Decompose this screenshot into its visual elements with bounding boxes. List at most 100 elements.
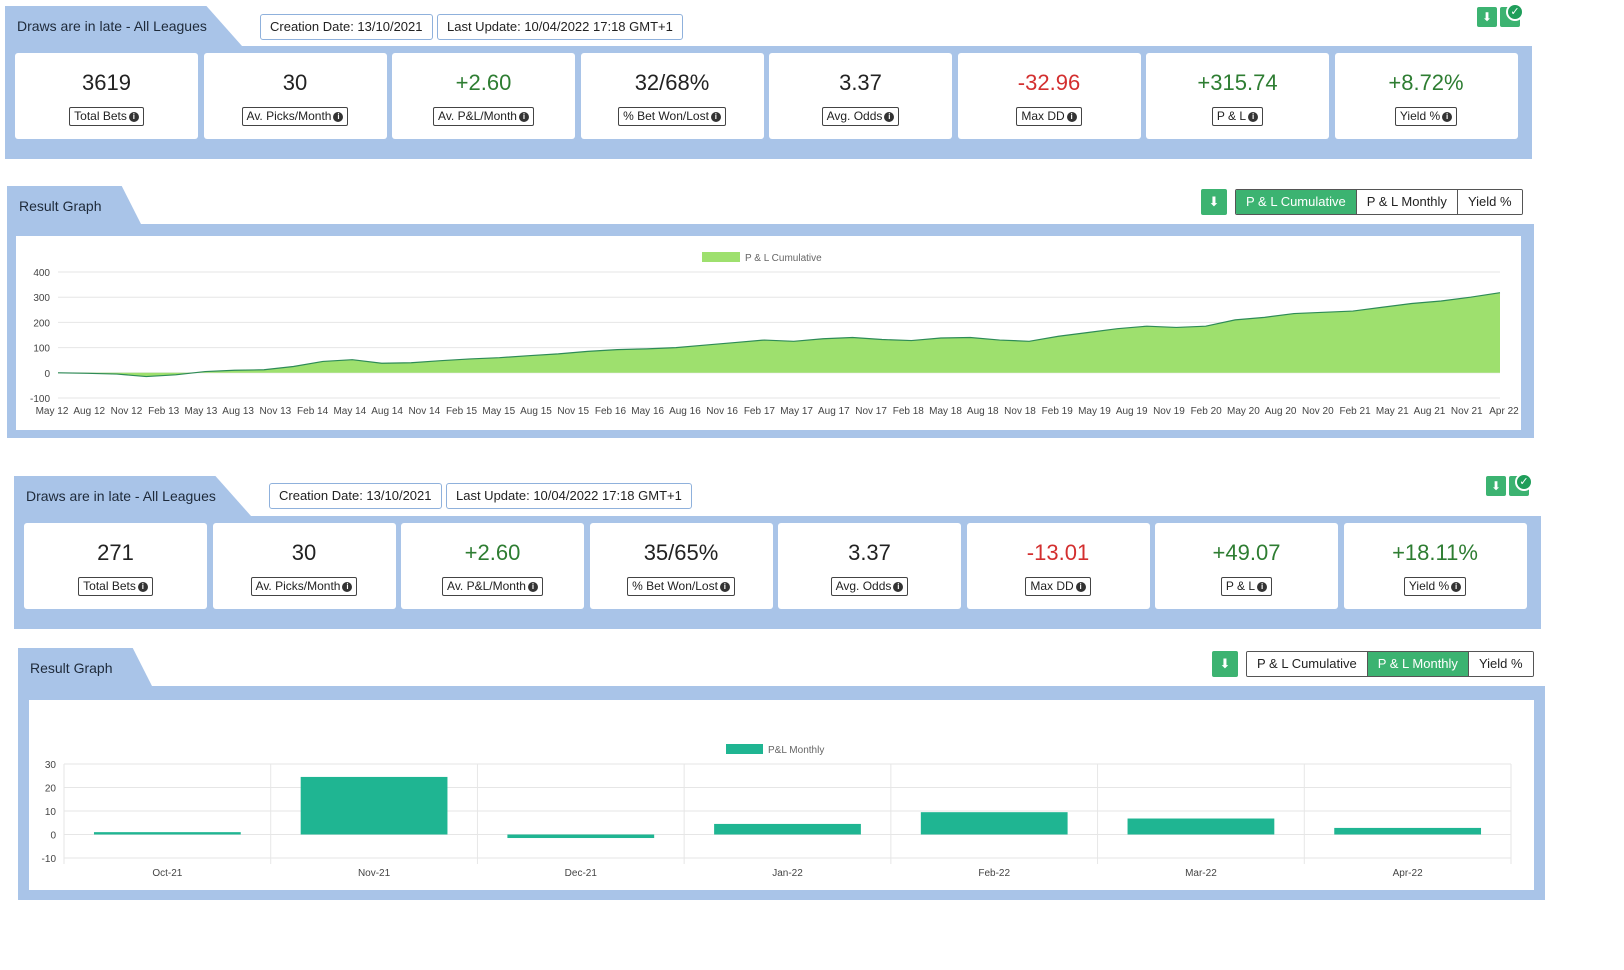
x-tick-label: Apr 22: [1489, 406, 1519, 417]
info-icon[interactable]: i: [1442, 111, 1453, 122]
stat-label[interactable]: Avg. Odds i: [830, 577, 909, 596]
stat-label[interactable]: Total Bets i: [69, 107, 144, 126]
stat-card: -13.01 Max DD i: [966, 523, 1150, 609]
x-tick-label: May 12: [36, 406, 69, 417]
y-tick-label: 30: [45, 760, 57, 771]
info-icon[interactable]: i: [1075, 581, 1086, 592]
x-tick-label: Aug 21: [1414, 406, 1446, 417]
stat-label[interactable]: Max DD i: [1016, 107, 1082, 126]
chart-download-button[interactable]: ⬇: [1201, 189, 1227, 215]
stat-card: 271 Total Bets i: [24, 523, 207, 609]
stat-label[interactable]: % Bet Won/Lost i: [618, 107, 726, 126]
x-tick-label: May 20: [1227, 406, 1260, 417]
tab-pl-monthly[interactable]: P & L Monthly: [1355, 190, 1457, 214]
x-tick-label: Apr-22: [1393, 868, 1423, 879]
info-icon[interactable]: i: [518, 111, 529, 122]
bar: [300, 776, 448, 835]
bar: [920, 812, 1068, 835]
stat-card: -32.96 Max DD i: [957, 53, 1141, 139]
stat-label-text: Avg. Odds: [826, 109, 883, 123]
x-tick-label: Nov 13: [260, 406, 292, 417]
stat-value: +18.11%: [1392, 540, 1478, 565]
last-update-badge: Last Update: 10/04/2022 17:18 GMT+1: [437, 14, 683, 40]
download-icon[interactable]: ⬇: [1477, 7, 1497, 27]
tab-yield[interactable]: Yield %: [1467, 652, 1533, 676]
x-tick-label: Feb 14: [297, 406, 329, 417]
info-icon[interactable]: i: [719, 581, 730, 592]
stat-label[interactable]: Av. Picks/Month i: [241, 107, 349, 126]
info-icon[interactable]: i: [333, 111, 344, 122]
info-icon[interactable]: i: [710, 111, 721, 122]
info-icon[interactable]: i: [884, 111, 895, 122]
stat-label[interactable]: Yield % i: [1394, 107, 1458, 126]
stat-label[interactable]: Av. P&L/Month i: [442, 577, 543, 596]
info-icon[interactable]: i: [893, 581, 904, 592]
check-icon: ✓: [1515, 473, 1533, 491]
chart-download-button[interactable]: ⬇: [1212, 651, 1238, 677]
stat-value: 30: [291, 540, 317, 565]
info-icon[interactable]: i: [1248, 111, 1259, 122]
stat-label[interactable]: Avg. Odds i: [821, 107, 900, 126]
stat-label-text: Av. Picks/Month: [255, 579, 341, 593]
download-icon[interactable]: ⬇: [1486, 476, 1506, 496]
stat-label[interactable]: Av. Picks/Month i: [250, 577, 358, 596]
info-icon[interactable]: i: [128, 111, 139, 122]
graph-frame: 400 300 200 100 0 -100 May 12 Aug 12 Nov 12 Feb 1…: [7, 224, 1534, 438]
info-icon[interactable]: i: [342, 581, 353, 592]
stat-label-text: Max DD: [1021, 109, 1065, 123]
x-tick-label: Dec-21: [565, 868, 598, 879]
bar: [1127, 818, 1275, 835]
x-tick-label: May 16: [631, 406, 664, 417]
y-tick-label: 0: [44, 369, 50, 380]
info-icon[interactable]: i: [527, 581, 538, 592]
stat-card: +2.60 Av. P&L/Month i: [392, 53, 575, 139]
stat-label-text: Total Bets: [83, 579, 136, 593]
y-tick-label: 300: [33, 293, 50, 304]
section-title: Draws are in late - All Leagues: [14, 476, 251, 516]
tab-yield[interactable]: Yield %: [1456, 190, 1522, 214]
stat-value: 32/68%: [634, 70, 710, 95]
x-tick-label: May 19: [1078, 406, 1111, 417]
bar: [714, 823, 861, 835]
tab-pl-monthly[interactable]: P & L Monthly: [1366, 652, 1468, 676]
graph-title: Result Graph: [7, 186, 142, 226]
info-icon[interactable]: i: [1066, 111, 1077, 122]
info-icon[interactable]: i: [137, 581, 148, 592]
last-update-badge: Last Update: 10/04/2022 17:18 GMT+1: [446, 483, 692, 509]
stat-value: +315.74: [1197, 70, 1278, 95]
stat-card: 3.37 Avg. Odds i: [769, 53, 952, 139]
info-icon[interactable]: i: [1257, 581, 1268, 592]
stat-label[interactable]: % Bet Won/Lost i: [627, 577, 735, 596]
stats-band: 271 Total Bets i 30 Av. Picks/Month i +2.60 Av.…: [14, 516, 1541, 629]
stat-card: +2.60 Av. P&L/Month i: [401, 523, 584, 609]
y-tick-label: 400: [33, 268, 50, 279]
stat-value: -32.96: [1017, 70, 1081, 95]
x-tick-label: Nov 15: [557, 406, 589, 417]
check-icon: ✓: [1506, 3, 1524, 21]
x-tick-label: Jan-22: [772, 868, 803, 879]
stat-label[interactable]: Yield % i: [1403, 577, 1467, 596]
stat-label-text: P & L: [1225, 579, 1256, 593]
creation-date-badge: Creation Date: 13/10/2021: [269, 483, 442, 509]
stat-label-text: Yield %: [1399, 109, 1441, 123]
stat-label[interactable]: Total Bets i: [78, 577, 153, 596]
bar: [1334, 827, 1482, 835]
y-tick-label: 100: [33, 344, 50, 355]
stat-label[interactable]: Av. P&L/Month i: [433, 107, 534, 126]
bar: [93, 832, 241, 835]
tab-pl-cumulative[interactable]: P & L Cumulative: [1247, 652, 1367, 676]
stat-label[interactable]: Max DD i: [1025, 577, 1091, 596]
info-icon[interactable]: i: [1451, 581, 1462, 592]
tab-pl-cumulative[interactable]: P & L Cumulative: [1236, 190, 1356, 214]
stat-label-text: Total Bets: [74, 109, 127, 123]
x-tick-label: May 15: [482, 406, 515, 417]
x-tick-label: Feb-22: [978, 868, 1010, 879]
x-tick-label: Aug 12: [73, 406, 105, 417]
stat-value: 30: [282, 70, 308, 95]
stat-card: 32/68% % Bet Won/Lost i: [580, 53, 764, 139]
